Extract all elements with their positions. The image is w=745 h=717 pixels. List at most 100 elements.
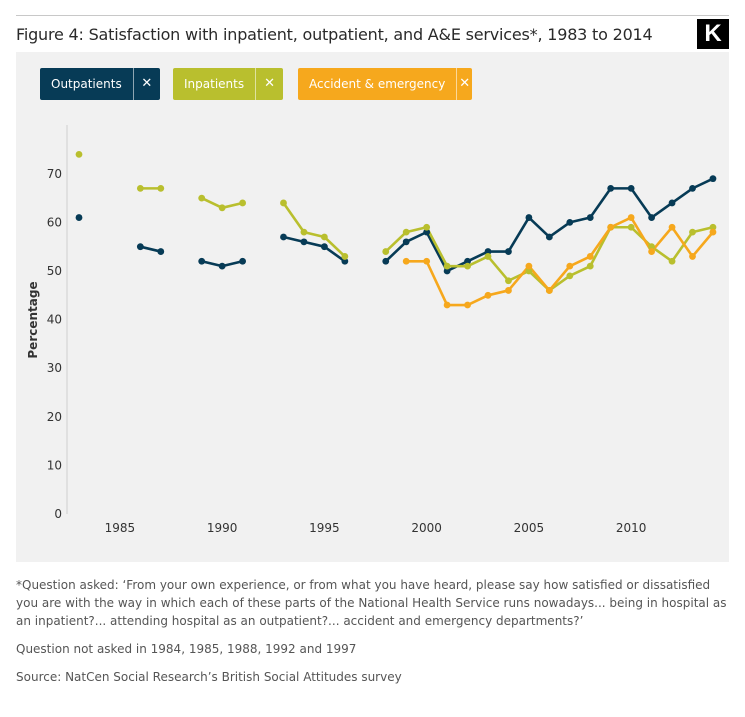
accident-emergency-point [689, 253, 696, 260]
close-icon[interactable]: ✕ [132, 68, 160, 100]
y-tick-label: 20 [47, 410, 62, 424]
outpatients-point [668, 199, 676, 207]
inpatients-point [157, 184, 165, 192]
close-icon[interactable]: ✕ [456, 68, 472, 100]
y-tick-label: 60 [47, 215, 62, 229]
inpatients-point [280, 199, 287, 207]
outpatients-point [505, 248, 512, 255]
x-tick-label: 1985 [105, 521, 136, 535]
accident-emergency-point [484, 291, 492, 299]
legend-outpatients[interactable]: Outpatients ✕ [40, 68, 160, 100]
accident-emergency-point [545, 287, 553, 294]
legend-outpatients-label: Outpatients [51, 77, 122, 91]
outpatients-point [648, 214, 655, 221]
legend-accident-emergency[interactable]: Accident & emergency ✕ [298, 68, 472, 100]
y-tick-label: 50 [47, 264, 62, 278]
inpatients-point [300, 228, 308, 236]
x-tick-label: 1995 [309, 521, 340, 535]
inpatients-point [239, 199, 247, 207]
legend-inpatients[interactable]: Inpatients ✕ [173, 68, 283, 100]
outpatients-point [607, 184, 615, 192]
outpatients-line [283, 235, 346, 263]
y-tick-label: 40 [47, 313, 62, 327]
outpatients-point [157, 248, 165, 255]
accident-emergency-point [668, 223, 676, 231]
x-tick-label: 2010 [616, 521, 647, 535]
inpatients-point [586, 262, 594, 270]
chart-title: Figure 4: Satisfaction with inpatient, o… [16, 25, 653, 44]
logo-letter: K [704, 20, 722, 47]
x-tick-label: 2000 [411, 521, 442, 535]
inpatients-point [321, 233, 328, 241]
inpatients-point [627, 223, 635, 231]
source-note: Source: NatCen Social Research’s British… [16, 670, 402, 684]
x-tick-label: 2005 [514, 521, 545, 535]
y-tick-label: 10 [47, 458, 62, 472]
accident-emergency-point [709, 228, 717, 236]
outpatients-point [566, 219, 574, 226]
accident-emergency-point [525, 262, 533, 270]
outpatients-point [75, 214, 83, 221]
outpatients-point [321, 243, 328, 251]
inpatients-point [505, 277, 512, 285]
y-tick-label: 70 [47, 167, 62, 181]
inpatients-point [648, 243, 655, 251]
inpatients-point [218, 204, 226, 212]
inpatients-point [136, 184, 144, 192]
outpatients-point [382, 257, 390, 265]
series-points [75, 150, 717, 309]
outpatients-point [709, 175, 717, 183]
outpatients-point [300, 238, 308, 246]
accident-emergency-point [443, 301, 451, 309]
close-icon[interactable]: ✕ [255, 68, 283, 100]
outpatients-point [586, 214, 594, 221]
outpatients-point [545, 233, 553, 241]
outpatients-point [443, 267, 451, 275]
outpatients-point [464, 257, 471, 265]
accident-emergency-point [505, 287, 512, 294]
inpatients-point [402, 228, 410, 236]
inpatients-point [566, 272, 574, 280]
line-chart: Percentage 0 10 20 30 40 50 60 70 1985 1990 1995 2… [26, 125, 717, 535]
outpatients-point [198, 257, 206, 265]
outpatients-point [484, 248, 492, 255]
inpatients-point [423, 223, 431, 231]
outpatients-point [423, 228, 431, 236]
y-tick-label: 30 [47, 361, 62, 375]
inpatients-point [484, 253, 492, 260]
accident-emergency-point [607, 223, 615, 231]
accident-emergency-point [464, 301, 471, 309]
inpatients-line [282, 202, 346, 258]
accident-emergency-point [627, 214, 635, 221]
series-lines [140, 177, 714, 307]
inpatients-point [75, 150, 83, 158]
y-ticks: 0 10 20 30 40 50 60 70 [47, 167, 62, 521]
x-tick-label: 1990 [207, 521, 238, 535]
chart-notes: *Question asked: ‘From your own experien… [16, 576, 729, 696]
accident-emergency-point [586, 253, 594, 260]
outpatients-point [341, 257, 349, 265]
y-axis-label: Percentage [26, 281, 40, 358]
inpatients-point [689, 228, 696, 236]
legend-inpatients-label: Inpatients [184, 77, 245, 91]
accident-emergency-point [402, 257, 410, 265]
accident-emergency-point [423, 257, 431, 265]
inpatients-point [443, 262, 451, 270]
accident-emergency-point [566, 262, 574, 270]
inpatients-point [668, 257, 676, 265]
inpatients-point [341, 253, 349, 260]
inpatients-point [382, 248, 390, 255]
not-asked-note: Question not asked in 1984, 1985, 1988, … [16, 642, 357, 656]
outpatients-point [239, 257, 247, 265]
inpatients-point [709, 223, 717, 231]
accident-emergency-point [648, 248, 655, 255]
outpatients-point [218, 262, 226, 270]
figure-header: Figure 4: Satisfaction with inpatient, o… [16, 15, 729, 53]
inpatients-point [464, 262, 471, 270]
outpatients-point [627, 184, 635, 192]
legend-ae-label: Accident & emergency [309, 77, 446, 91]
x-ticks: 1985 1990 1995 2000 2005 2010 [105, 521, 647, 535]
outpatients-point [136, 243, 144, 251]
outpatients-line [384, 177, 714, 273]
chart-panel: Outpatients ✕ Inpatients ✕ Accident & em… [16, 52, 729, 562]
